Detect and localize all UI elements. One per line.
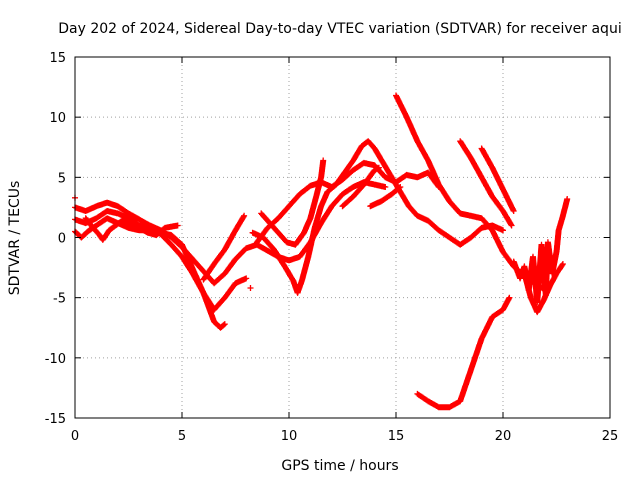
marker-path — [510, 196, 571, 306]
x-tick-label: 15 — [388, 429, 405, 444]
series-arc-11 — [393, 92, 549, 294]
x-tick-label: 10 — [281, 429, 298, 444]
series-arc-4 — [82, 215, 181, 243]
marker-path — [82, 215, 181, 243]
y-tick-label: 0 — [58, 232, 66, 247]
marker-path — [249, 138, 506, 296]
marker-path — [457, 138, 515, 229]
marker-path — [72, 194, 254, 291]
series-arc-8 — [258, 157, 327, 248]
x-tick-label: 20 — [495, 429, 512, 444]
series-arc-14 — [414, 294, 513, 411]
y-tick-label: 5 — [58, 171, 66, 186]
series-arc-9 — [339, 164, 382, 210]
series-arc-7 — [249, 138, 506, 296]
series-layer — [72, 92, 571, 411]
axis-ticks: 0 5 10 15 20 25 -15 -10 -5 0 5 10 15 — [45, 51, 619, 444]
marker-path — [367, 184, 404, 210]
y-tick-label: -5 — [53, 292, 66, 307]
grid-lines — [75, 57, 610, 418]
marker-path — [414, 294, 513, 411]
series-arc-16 — [521, 261, 566, 316]
y-tick-label: 15 — [49, 51, 66, 66]
series-arc-15 — [510, 196, 571, 306]
x-tick-label: 0 — [71, 429, 79, 444]
series-arc-10 — [367, 184, 404, 210]
marker-path — [339, 164, 382, 210]
series-isolated — [72, 194, 254, 291]
series-arc-1 — [72, 179, 389, 287]
x-axis-title: GPS time / hours — [281, 458, 398, 474]
marker-path — [521, 261, 566, 316]
y-axis-title: SDTVAR / TECUs — [7, 181, 23, 296]
chart-title: Day 202 of 2024, Sidereal Day-to-day VTE… — [58, 21, 621, 37]
x-tick-label: 5 — [178, 429, 186, 444]
marker-path — [393, 92, 549, 294]
series-arc-12 — [457, 138, 515, 229]
marker-path — [478, 145, 517, 214]
marker-path — [72, 179, 389, 287]
y-tick-label: 10 — [49, 111, 66, 126]
series-arc-5 — [200, 212, 248, 283]
x-tick-label: 25 — [602, 429, 619, 444]
marker-path — [200, 212, 248, 283]
y-tick-label: -10 — [45, 352, 66, 367]
marker-path — [258, 157, 327, 248]
y-tick-label: -15 — [45, 412, 66, 427]
series-arc-13 — [478, 145, 517, 214]
